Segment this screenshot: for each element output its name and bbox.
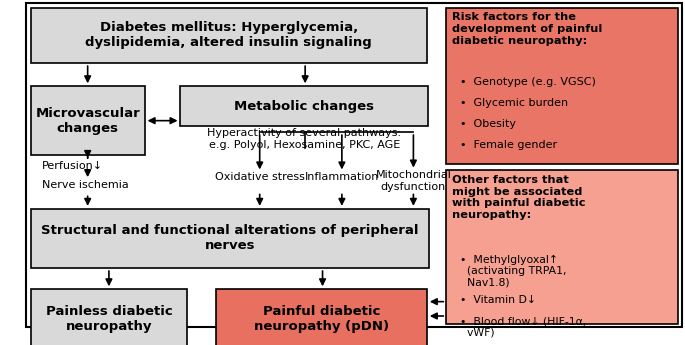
Text: Oxidative stress: Oxidative stress (215, 172, 305, 183)
Text: Other factors that
might be associated
with painful diabetic
neuropathy:: Other factors that might be associated w… (452, 175, 586, 220)
Bar (180, 86, 428, 126)
Text: Hyperactivity of several pathways:
e.g. Polyol, Hexosamine, PKC, AGE: Hyperactivity of several pathways: e.g. … (207, 128, 401, 150)
Bar (446, 8, 678, 164)
Text: •  Blood flow↓ (HIF-1α,
  vWF): • Blood flow↓ (HIF-1α, vWF) (460, 316, 586, 338)
Text: •  Vitamin D↓: • Vitamin D↓ (460, 295, 536, 305)
Bar (31, 86, 145, 155)
Text: •  Methylglyoxal↑
  (activating TRPA1,
  Nav1.8): • Methylglyoxal↑ (activating TRPA1, Nav1… (460, 255, 566, 288)
Text: Metabolic changes: Metabolic changes (234, 100, 374, 113)
Bar (31, 289, 187, 345)
Text: Nerve ischemia: Nerve ischemia (42, 180, 129, 190)
Text: •  Obesity: • Obesity (460, 119, 516, 129)
Text: •  Genotype (e.g. VGSC): • Genotype (e.g. VGSC) (460, 77, 596, 87)
Bar (216, 289, 427, 345)
Text: Microvascular
changes: Microvascular changes (36, 107, 140, 135)
Text: Risk factors for the
development of painful
diabetic neuropathy:: Risk factors for the development of pain… (452, 12, 602, 46)
Text: Painless diabetic
neuropathy: Painless diabetic neuropathy (45, 305, 173, 333)
Text: Diabetes mellitus: Hyperglycemia,
dyslipidemia, altered insulin signaling: Diabetes mellitus: Hyperglycemia, dyslip… (86, 21, 372, 49)
Text: •  Female gender: • Female gender (460, 140, 557, 150)
Text: •  Glycemic burden: • Glycemic burden (460, 98, 568, 108)
Text: Mitochondrial
dysfunction: Mitochondrial dysfunction (375, 170, 451, 192)
Text: Perfusion↓: Perfusion↓ (42, 161, 103, 171)
Bar (446, 170, 678, 324)
Text: Painful diabetic
neuropathy (pDN): Painful diabetic neuropathy (pDN) (254, 305, 389, 333)
Bar (31, 8, 427, 63)
Text: Inflammation: Inflammation (305, 172, 379, 183)
Bar (31, 209, 429, 268)
Text: Structural and functional alterations of peripheral
nerves: Structural and functional alterations of… (41, 225, 419, 253)
